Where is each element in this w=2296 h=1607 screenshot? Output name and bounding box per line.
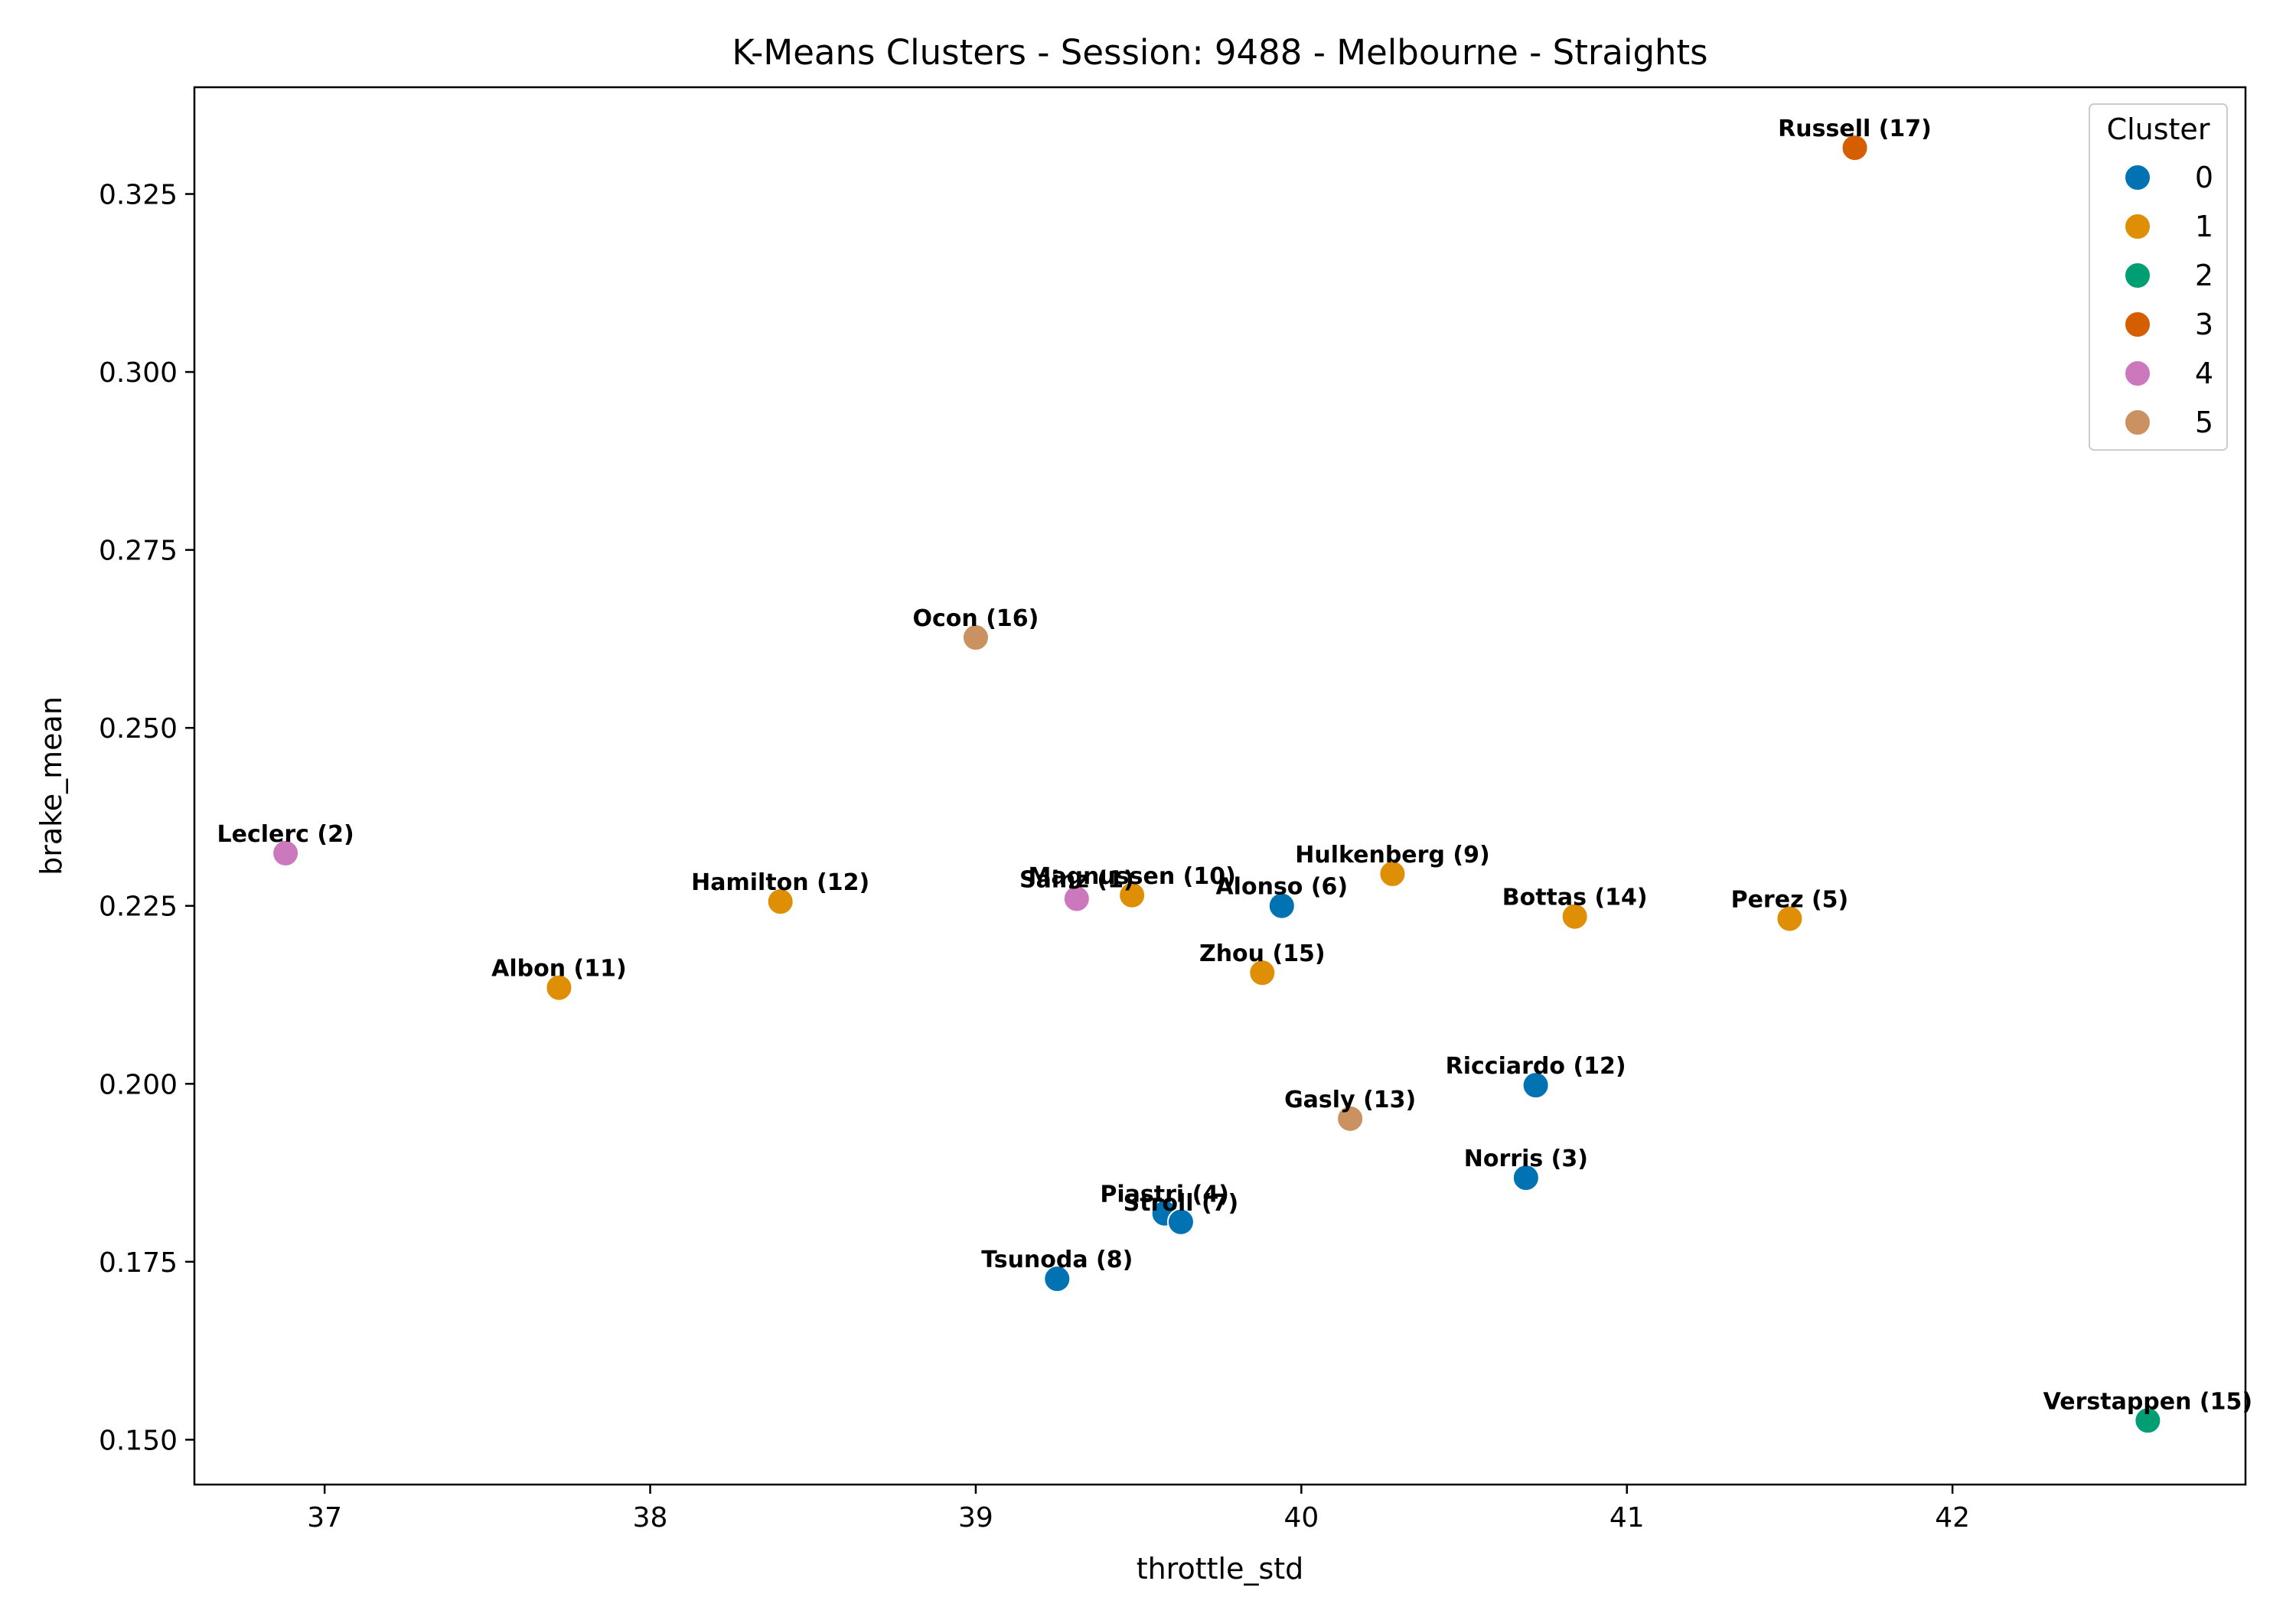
point-label: Gasly (13) [1284,1087,1416,1113]
point-label: Ricciardo (12) [1446,1053,1626,1080]
data-point [1378,859,1407,888]
legend-marker [2124,213,2151,240]
point-label: Norris (3) [1464,1146,1588,1172]
legend-label: 3 [2195,308,2213,341]
point-label: Hulkenberg (9) [1295,842,1489,869]
legend-label: 5 [2195,406,2213,439]
legend-label: 1 [2195,210,2213,243]
x-tick-label: 38 [633,1502,668,1534]
point-label: Hamilton (12) [691,869,869,896]
point-labels-layer: Russell (17) Ocon (16) Leclerc (2) Hamilton… [217,116,2253,1415]
data-point [1776,905,1804,933]
y-axis: 0.150 0.175 0.200 0.225 0.250 0.275 0.300 0.325 [99,180,194,1456]
data-point [1118,881,1146,909]
legend-title: Cluster [2107,112,2210,146]
point-label: Perez (5) [1731,886,1849,913]
data-point [1043,1265,1071,1293]
point-label: Bottas (14) [1502,885,1648,911]
legend: Cluster 0 1 2 3 4 5 [2089,103,2228,451]
legend-marker [2124,311,2151,338]
data-point [1521,1071,1550,1100]
y-tick-label: 0.300 [99,357,178,389]
data-point [1336,1104,1365,1133]
y-tick-label: 0.150 [99,1425,178,1456]
legend-label: 4 [2195,357,2213,390]
plot-area-frame [193,86,2247,1486]
points-layer [272,134,2162,1435]
legend-marker [2124,262,2151,289]
data-point [272,839,300,867]
data-point [1561,902,1589,931]
y-tick-label: 0.275 [99,536,178,567]
legend-entries: 0 1 2 3 4 5 [2124,161,2213,439]
data-point [545,973,573,1002]
data-point [2134,1407,2162,1435]
data-point [1248,959,1277,987]
data-point [1841,134,1869,162]
point-label: Albon (11) [491,956,627,983]
point-label: Tsunoda (8) [981,1247,1133,1273]
legend-marker [2124,164,2151,191]
data-point [766,888,794,916]
point-label: Piastri (4) [1100,1182,1229,1208]
point-label: Ocon (16) [913,605,1039,632]
point-label: Leclerc (2) [217,821,354,848]
x-axis-label: throttle_std [1137,1552,1304,1586]
y-tick-label: 0.225 [99,892,178,923]
point-label: Russell (17) [1778,116,1932,142]
y-tick-label: 0.325 [99,180,178,211]
y-tick-label: 0.250 [99,713,178,745]
legend-box [2089,103,2228,451]
data-point [1512,1164,1540,1192]
data-point [1062,885,1091,913]
point-label: Verstappen (15) [2043,1388,2252,1415]
y-tick-label: 0.200 [99,1069,178,1100]
point-label: Stroll (7) [1124,1190,1239,1217]
point-label: Alonso (6) [1215,874,1348,901]
data-point [1267,892,1296,920]
point-label: Sainz (1) [1019,866,1134,893]
point-label: Magnussen (10) [1028,863,1235,890]
legend-label: 0 [2195,161,2213,194]
x-axis: 37 38 39 40 41 42 [307,1485,1970,1534]
data-point [1166,1208,1195,1236]
x-tick-label: 37 [307,1502,342,1534]
legend-label: 2 [2195,259,2213,292]
y-axis-label: brake_mean [34,696,68,875]
y-tick-label: 0.175 [99,1247,178,1279]
legend-marker [2124,360,2151,387]
x-tick-label: 41 [1609,1502,1645,1534]
data-point [961,624,990,652]
point-label: Zhou (15) [1199,940,1326,967]
x-tick-label: 42 [1935,1502,1970,1534]
legend-marker [2124,409,2151,436]
x-tick-label: 40 [1283,1502,1319,1534]
chart-title: K-Means Clusters - Session: 9488 - Melbo… [732,32,1707,73]
x-tick-label: 39 [958,1502,993,1534]
